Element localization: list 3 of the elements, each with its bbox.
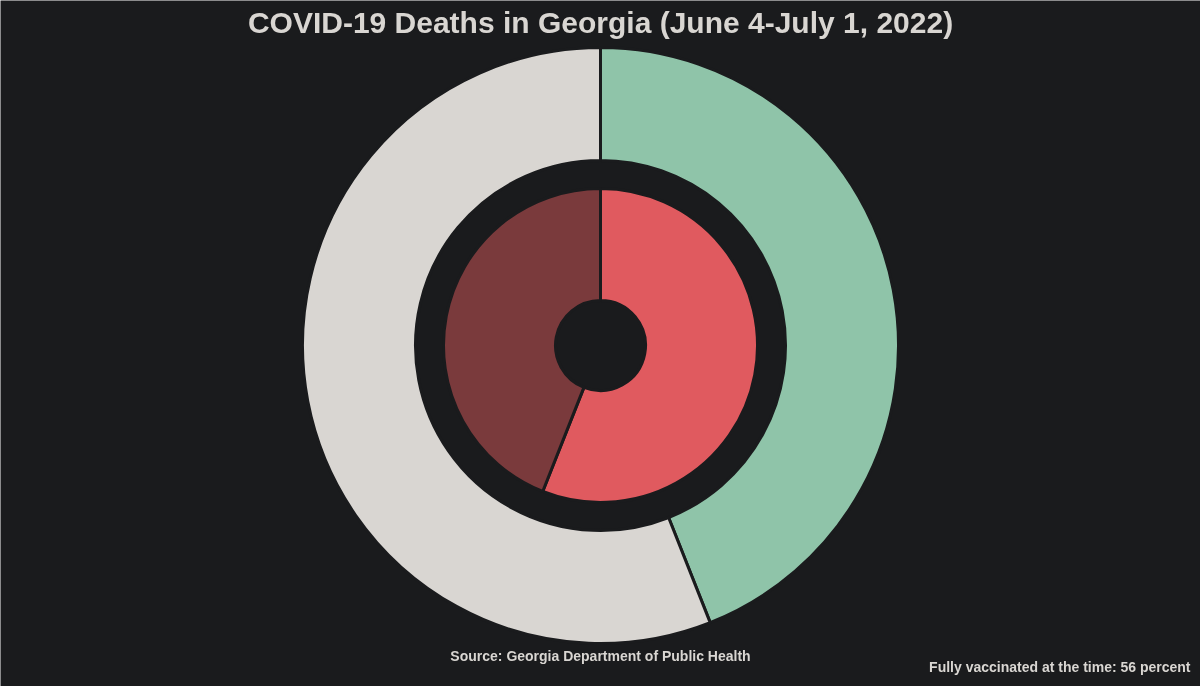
source-note: Source: Georgia Department of Public Health xyxy=(450,647,751,664)
text: Fully vaccinated at the time: 56 percent xyxy=(929,658,1191,675)
chart-title: COVID-19 Deaths in Georgia (June 4-July 1, 2022) xyxy=(247,6,954,39)
